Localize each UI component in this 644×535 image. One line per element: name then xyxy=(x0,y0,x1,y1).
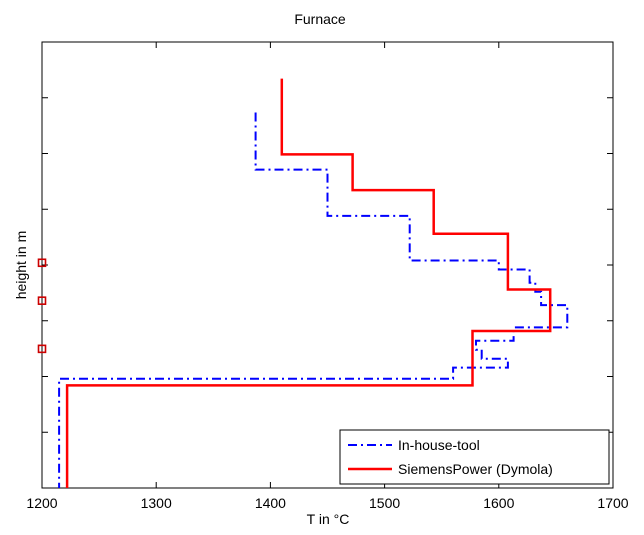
legend-box xyxy=(339,429,610,485)
x-tick-label: 1500 xyxy=(369,495,400,511)
y-axis-label: height in m xyxy=(13,231,29,299)
series-line-in-house-tool xyxy=(58,112,569,488)
square-marker xyxy=(37,344,47,354)
x-axis-label: T in °C xyxy=(307,511,350,527)
chart-title: Furnace xyxy=(294,11,346,27)
x-tick-labels: 1200 1300 1400 1500 1600 1700 xyxy=(26,495,628,511)
plot-area xyxy=(41,41,614,489)
square-marker xyxy=(37,258,47,268)
x-tick-label: 1300 xyxy=(141,495,172,511)
x-tick-label: 1400 xyxy=(255,495,286,511)
series-line-siemenspower-dymola xyxy=(65,78,552,488)
legend: In-house-tool SiemensPower (Dymola) xyxy=(339,429,610,485)
series-layer xyxy=(58,78,569,488)
axis-ticks xyxy=(41,41,614,489)
x-tick-label: 1700 xyxy=(597,495,628,511)
markers-layer xyxy=(37,258,47,354)
legend-label-siemenspower: SiemensPower (Dymola) xyxy=(398,461,553,477)
legend-label-in-house-tool: In-house-tool xyxy=(398,437,480,453)
square-marker xyxy=(37,296,47,305)
x-tick-label: 1600 xyxy=(483,495,514,511)
x-tick-label: 1200 xyxy=(26,495,57,511)
